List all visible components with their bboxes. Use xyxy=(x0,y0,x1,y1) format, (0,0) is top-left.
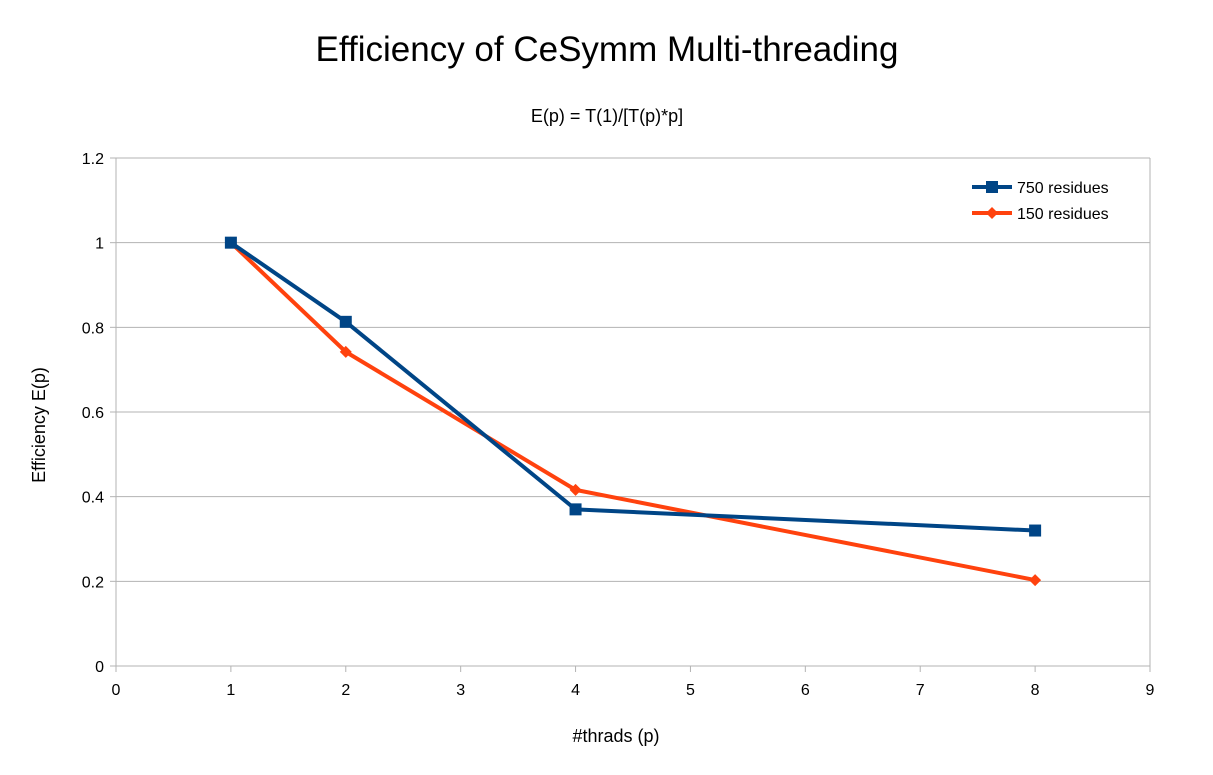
x-tick-label: 7 xyxy=(916,682,925,699)
y-tick-label: 1 xyxy=(95,236,104,253)
chart-title: Efficiency of CeSymm Multi-threading xyxy=(316,30,899,69)
y-tick-label: 0 xyxy=(95,659,104,676)
gridlines xyxy=(116,157,1150,667)
y-tick-label: 0.6 xyxy=(82,405,104,422)
series-line xyxy=(228,240,1038,583)
data-point xyxy=(339,345,352,358)
x-axis-label: #thrads (p) xyxy=(572,726,659,746)
legend-item-0: 750 residues xyxy=(972,180,1109,197)
data-point xyxy=(339,315,352,328)
x-tick-label: 2 xyxy=(341,682,350,699)
legend-swatch-marker xyxy=(986,181,998,193)
data-point xyxy=(569,483,582,496)
legend-label: 750 residues xyxy=(1017,180,1109,197)
legend-swatch-marker xyxy=(986,207,998,219)
data-point xyxy=(1029,574,1042,587)
x-tick-label: 0 xyxy=(112,682,121,699)
data-point xyxy=(1029,524,1042,537)
x-tick-label: 4 xyxy=(571,682,580,699)
x-tick-label: 9 xyxy=(1146,682,1155,699)
series-1 xyxy=(224,236,1042,587)
y-tick-label: 0.2 xyxy=(82,574,104,591)
y-tick-label: 1.2 xyxy=(82,151,104,168)
x-tick-label: 6 xyxy=(801,682,810,699)
x-tick-label: 8 xyxy=(1031,682,1040,699)
y-axis-label: Efficiency E(p) xyxy=(29,367,49,483)
x-tick-label: 3 xyxy=(456,682,465,699)
series-line xyxy=(228,240,1038,533)
y-tick-label: 0.4 xyxy=(82,490,104,507)
y-tick-label: 0.8 xyxy=(82,320,104,337)
legend-label: 150 residues xyxy=(1017,206,1109,223)
data-point xyxy=(569,503,582,516)
series-0 xyxy=(224,236,1042,537)
x-tick-label: 5 xyxy=(686,682,695,699)
chart-subtitle: E(p) = T(1)/[T(p)*p] xyxy=(531,106,683,126)
series-group xyxy=(224,236,1042,587)
axes: 0 0.2 0.4 0.6 0.8 1 1.2 0 1 2 3 4 5 6 7 8 9 xyxy=(82,151,1155,699)
legend: 750 residues 150 residues xyxy=(972,180,1109,223)
legend-item-1: 150 residues xyxy=(972,206,1109,223)
x-tick-label: 1 xyxy=(226,682,235,699)
data-point xyxy=(224,236,237,249)
